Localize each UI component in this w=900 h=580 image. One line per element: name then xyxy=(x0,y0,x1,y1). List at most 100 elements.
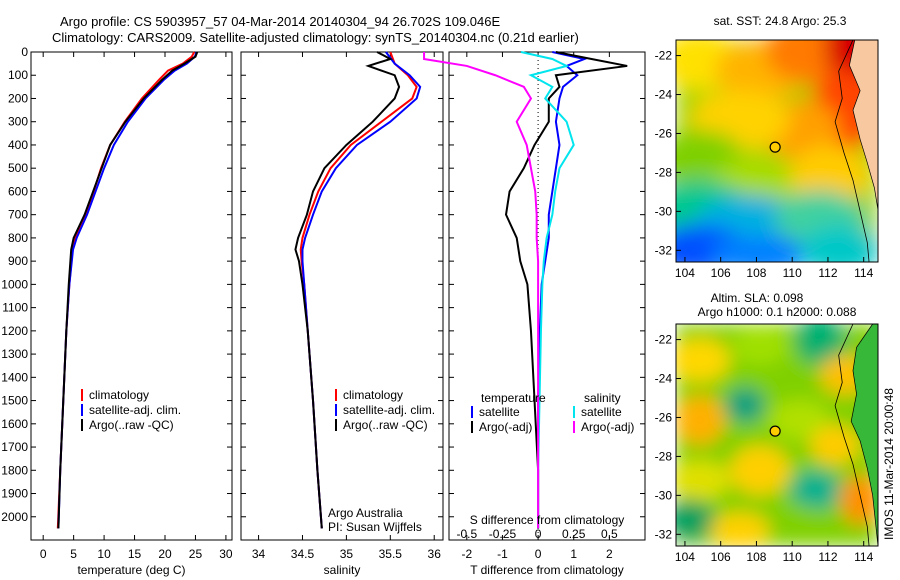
sla-blob xyxy=(710,512,770,546)
profile-panel-2: 34 34.5 35 35.5 36 salinity xyxy=(240,51,444,577)
lon-tick-label: 110 xyxy=(783,550,802,564)
y-tick-label: 1700 xyxy=(1,440,28,454)
sla-blob xyxy=(795,324,845,365)
x-tick-label: 35.5 xyxy=(379,547,403,561)
x2-axis-label: S difference from climatology xyxy=(470,513,625,527)
series-line-argoadj xyxy=(504,51,628,529)
legend-panel-3: temperaturesatelliteArgo(-adj)salinitysa… xyxy=(456,391,634,541)
x-tick-label: -1 xyxy=(497,547,508,561)
y-tick-label: 1200 xyxy=(1,324,28,338)
argo-position-marker xyxy=(769,141,781,153)
legend-entry: Argo(-adj) xyxy=(581,420,634,434)
series-line-argoadj xyxy=(423,52,540,529)
x-axis-label: salinity xyxy=(324,563,361,577)
lon-tick-label: 108 xyxy=(746,266,766,280)
lat-tick-label: -28 xyxy=(655,165,673,179)
map-frame xyxy=(675,39,879,263)
y-tick-label: 900 xyxy=(8,254,28,268)
y-tick-label: 1600 xyxy=(1,417,28,431)
y-tick-label: 800 xyxy=(8,231,28,245)
plot-title-line2: Climatology: CARS2009. Satellite-adjuste… xyxy=(52,30,579,45)
series-line-argorawqc xyxy=(57,51,199,529)
lat-tick-label: -30 xyxy=(655,488,673,502)
x-tick-label: -2 xyxy=(461,547,472,561)
sla-map: 104 106 108 110 112 114 -22 -24 -26 -28 -30 -32 xyxy=(655,323,879,564)
plot-frame xyxy=(448,51,646,541)
x2-tick-label: 0.25 xyxy=(562,527,586,541)
lon-tick-label: 114 xyxy=(854,550,873,564)
land-mass xyxy=(850,324,878,546)
legend-entry: satellite-adj. clim. xyxy=(343,403,435,417)
lat-tick-label: -24 xyxy=(655,88,673,102)
sla-blob xyxy=(676,500,715,540)
profile-panel-3: -2 -1 0 1 2 T difference from climatology xyxy=(423,51,646,577)
x-tick-label: 2 xyxy=(606,547,613,561)
sla-blob xyxy=(730,445,790,495)
sla-blob xyxy=(676,460,730,500)
lon-tick-label: 108 xyxy=(746,550,766,564)
sst-blob xyxy=(790,145,870,205)
isobath-contour xyxy=(834,40,870,262)
y-tick-label: 100 xyxy=(8,68,28,82)
x-tick-label: 30 xyxy=(219,547,233,561)
x2-tick-label: 0.5 xyxy=(601,527,618,541)
x-tick-label: 0 xyxy=(535,547,542,561)
x-tick-label: 0 xyxy=(40,547,47,561)
legend-entry: satellite xyxy=(581,405,622,419)
lat-tick-label: -28 xyxy=(655,449,673,463)
isobath-contour xyxy=(834,324,870,546)
x2-tick-label: -0.5 xyxy=(456,527,477,541)
sla-blob xyxy=(732,325,788,365)
profile-panel-1: 0 5 10 15 20 25 300100200300400500600700800900… xyxy=(1,45,233,577)
sst-map-title: sat. SST: 24.8 Argo: 25.3 xyxy=(714,14,847,28)
lon-tick-label: 112 xyxy=(818,550,837,564)
series-line-argorawqc xyxy=(294,51,401,529)
plot-frame xyxy=(30,51,233,541)
lon-tick-label: 110 xyxy=(783,266,802,280)
x-tick-label: 10 xyxy=(97,547,111,561)
x-axis-label: T difference from climatology xyxy=(470,563,624,577)
x-tick-label: 25 xyxy=(189,547,203,561)
lat-tick-label: -26 xyxy=(655,126,673,140)
x-tick-label: 34 xyxy=(252,547,266,561)
legend-entry: temperature xyxy=(481,391,546,405)
legend-entry: Argo(..raw -QC) xyxy=(343,418,428,432)
sla-blob xyxy=(790,470,840,510)
lon-tick-label: 114 xyxy=(854,266,873,280)
land-mass xyxy=(849,40,878,262)
legend-entry: satellite-adj. clim. xyxy=(89,403,181,417)
y-tick-label: 1500 xyxy=(1,394,28,408)
sst-map: 104 106 108 110 112 114 -22 -24 -26 -28 -30 -32 xyxy=(655,39,879,280)
y-tick-label: 0 xyxy=(21,45,28,59)
y-tick-label: 200 xyxy=(8,91,28,105)
lon-tick-label: 104 xyxy=(675,266,695,280)
sla-map-subtitle: Argo h1000: 0.1 h2000: 0.088 xyxy=(698,305,857,319)
legend-entry: Argo(..raw -QC) xyxy=(89,418,174,432)
timestamp-side-text: IMOS 11-Mar-2014 20:00:48 xyxy=(882,388,896,540)
x-tick-label: 34.5 xyxy=(291,547,315,561)
y-tick-label: 2000 xyxy=(1,510,28,524)
lon-tick-label: 106 xyxy=(711,550,731,564)
sst-field xyxy=(676,40,878,262)
lon-tick-label: 106 xyxy=(711,266,731,280)
x-tick-label: 15 xyxy=(128,547,142,561)
x-tick-label: 36 xyxy=(428,547,442,561)
lon-tick-label: 112 xyxy=(818,266,837,280)
profile-panels: 0 5 10 15 20 25 300100200300400500600700800900… xyxy=(1,45,646,577)
x-tick-label: 5 xyxy=(70,547,77,561)
x-tick-label: 35 xyxy=(340,547,354,561)
x2-tick-label: 0 xyxy=(535,527,542,541)
sla-blob xyxy=(775,505,825,545)
sst-blob xyxy=(800,225,878,262)
x2-tick-label: -0.25 xyxy=(489,527,517,541)
y-tick-label: 400 xyxy=(8,138,28,152)
sla-blob xyxy=(770,400,830,440)
y-tick-label: 300 xyxy=(8,115,28,129)
sla-blob xyxy=(676,395,725,445)
lon-tick-label: 104 xyxy=(675,550,695,564)
legend-entry: climatology xyxy=(343,388,403,402)
lat-tick-label: -32 xyxy=(655,527,673,541)
